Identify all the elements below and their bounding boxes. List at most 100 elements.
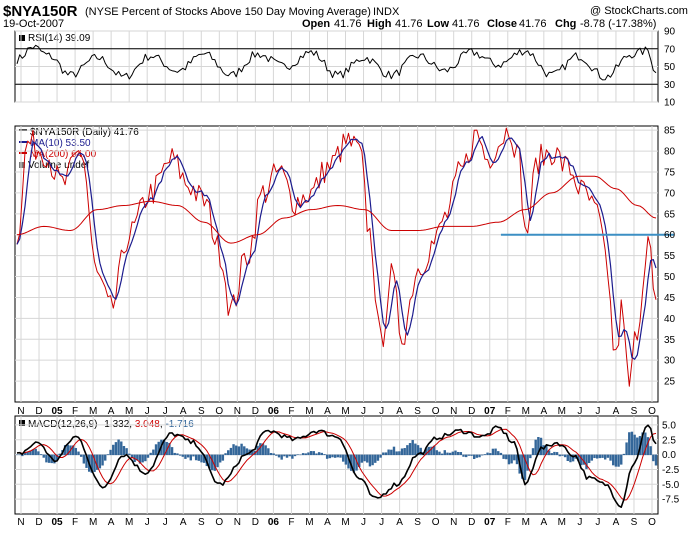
macd-histogram-bar	[542, 445, 545, 456]
macd-histogram-bar	[232, 444, 235, 456]
macd-histogram-bar	[526, 454, 529, 471]
macd-histogram-bar	[194, 454, 198, 461]
x-axis-month-label: M	[522, 517, 530, 528]
series-layer	[15, 44, 674, 509]
macd-histogram-bar	[37, 451, 40, 456]
macd-histogram-bar	[622, 453, 626, 456]
volume-legend-swatch	[19, 162, 25, 168]
macd-histogram-bar	[440, 453, 444, 456]
macd-histogram-bar	[213, 454, 217, 471]
macd-histogram-bar	[577, 454, 580, 462]
x-axis-month-label: N	[450, 406, 457, 417]
macd-histogram-bar	[144, 454, 147, 462]
macd-histogram-bar	[272, 453, 275, 456]
macd-histogram-bar	[267, 448, 270, 456]
macd-histogram-bar	[34, 448, 37, 456]
x-axis-month-label: D	[252, 517, 259, 528]
macd-histogram-bar	[558, 454, 561, 457]
macd-histogram-bar	[186, 454, 190, 458]
macd-histogram-bar	[181, 454, 184, 457]
rsi-tick-label: 90	[664, 27, 676, 38]
macd-histogram-bar	[264, 445, 267, 456]
macd-histogram-bar	[505, 454, 508, 460]
x-axis-month-label: J	[577, 406, 582, 417]
price-tick-label: 65	[664, 209, 676, 220]
macd-histogram-bar	[331, 454, 334, 458]
macd-histogram-bar	[521, 454, 524, 479]
price-tick-label: 70	[664, 188, 676, 199]
macd-histogram-bar	[141, 454, 144, 463]
macd-histogram-bar	[229, 447, 233, 456]
rsi-line	[16, 44, 657, 81]
macd-histogram-bar	[579, 454, 583, 466]
x-axis-month-label: A	[540, 517, 547, 528]
macd-histogram-bar	[379, 454, 382, 458]
price-legend: $NYA150R (Daily) 41.76 MA(10) 53.50 MA(2…	[19, 127, 139, 171]
macd-histogram-bar	[47, 454, 51, 463]
macd-histogram-bar	[149, 452, 152, 456]
macd-histogram-bar	[63, 445, 67, 456]
macd-histogram-bar	[561, 454, 564, 456]
x-axis-month-label: J	[145, 406, 150, 417]
x-axis-month-label: A	[324, 406, 331, 417]
macd-histogram-bar	[317, 452, 321, 456]
macd-histogram-bar	[435, 450, 438, 456]
macd-histogram-bar	[130, 454, 134, 458]
rsi-legend-label: RSI(14) 39.09	[28, 33, 91, 44]
macd-histogram-bar	[523, 454, 527, 481]
macd-histogram-bar	[628, 432, 631, 456]
macd-histogram-bar	[259, 443, 262, 456]
macd-histogram-bar	[472, 454, 476, 460]
macd-histogram-bar	[216, 454, 219, 468]
macd-histogram-bar	[315, 453, 318, 456]
macd-histogram-bar	[398, 451, 401, 456]
macd-histogram-bar	[74, 448, 78, 456]
macd-histogram-bar	[157, 441, 160, 456]
macd-histogram-bar	[21, 454, 24, 457]
macd-histogram-bar	[545, 445, 548, 456]
x-axis-month-label: S	[198, 406, 205, 417]
macd-histogram-bar	[347, 454, 350, 469]
macd-histogram-bar	[462, 454, 465, 457]
macd-legend-swatch	[19, 420, 25, 426]
macd-histogram-bar	[625, 442, 628, 456]
macd-histogram-bar	[513, 454, 516, 461]
x-axis-month-label: A	[613, 406, 620, 417]
macd-histogram-bar	[58, 453, 61, 456]
chart-exchange: INDX	[373, 6, 400, 18]
macd-histogram-bar	[71, 445, 75, 456]
macd-histogram-bar	[146, 454, 150, 458]
x-axis-month-label: S	[198, 517, 205, 528]
macd-histogram-bar	[531, 448, 535, 456]
macd-histogram-bar	[235, 445, 238, 456]
macd-histogram-bar	[630, 431, 634, 456]
ma10-legend-swatch	[19, 141, 27, 143]
macd-histogram-bar	[387, 449, 390, 456]
x-axis-month-label: F	[505, 406, 511, 417]
macd-histogram-bar	[534, 439, 537, 456]
macd-histogram-bar	[609, 454, 612, 461]
macd-histogram-bar	[176, 453, 179, 456]
ohlc-readout: Open 41.76 High 41.76 Low 41.76 Close 41…	[302, 18, 656, 30]
macd-histogram-bar	[154, 444, 158, 456]
macd-histogram-bar	[443, 450, 446, 456]
macd-histogram-bar	[606, 454, 610, 458]
macd-histogram-bar	[510, 454, 513, 464]
macd-histogram-bar	[325, 454, 329, 459]
macd-histogram-bar	[454, 450, 457, 456]
macd-histogram-bar	[26, 451, 29, 456]
x-axis-month-label: D	[252, 406, 259, 417]
macd-histogram-bar	[497, 451, 500, 456]
grid-layer	[15, 30, 658, 514]
macd-histogram-bar	[288, 454, 291, 457]
x-axis-month-label: D	[468, 406, 475, 417]
macd-histogram-bar	[304, 453, 307, 456]
x-axis-month-label: M	[89, 517, 97, 528]
macd-histogram-bar	[595, 454, 599, 459]
macd-histogram-bar	[384, 452, 388, 456]
macd-histogram-bar	[170, 447, 174, 456]
macd-histogram-bar	[360, 454, 364, 463]
macd-histogram-bar	[218, 454, 222, 463]
x-axis-month-label: S	[631, 517, 638, 528]
